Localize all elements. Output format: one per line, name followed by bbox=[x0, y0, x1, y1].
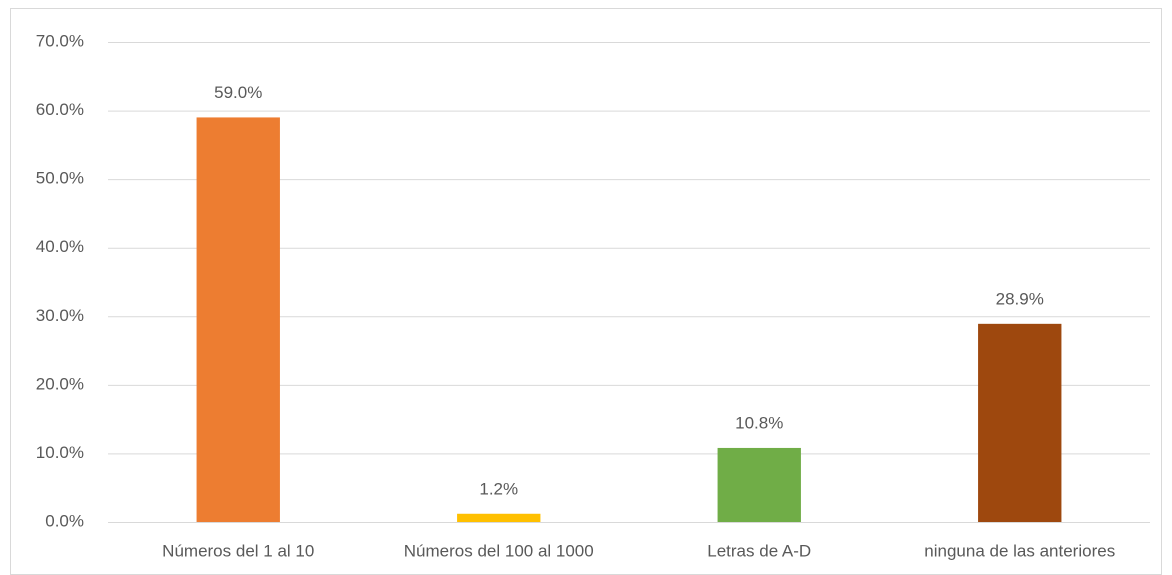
y-tick-label: 10.0% bbox=[36, 443, 84, 462]
data-label: 1.2% bbox=[479, 479, 518, 498]
y-tick-label: 40.0% bbox=[36, 237, 84, 256]
data-label: 10.8% bbox=[735, 413, 783, 432]
bar bbox=[978, 323, 1062, 522]
bar bbox=[457, 513, 541, 522]
x-tick-label: Números del 1 al 10 bbox=[162, 541, 314, 560]
y-tick-label: 0.0% bbox=[45, 511, 84, 530]
y-tick-label: 30.0% bbox=[36, 306, 84, 325]
y-tick-label: 50.0% bbox=[36, 169, 84, 188]
data-label: 59.0% bbox=[214, 83, 262, 102]
x-tick-label: Números del 100 al 1000 bbox=[404, 541, 594, 560]
y-tick-label: 60.0% bbox=[36, 100, 84, 119]
y-tick-label: 20.0% bbox=[36, 374, 84, 393]
y-tick-label: 70.0% bbox=[36, 31, 84, 50]
bar bbox=[717, 447, 801, 522]
x-tick-label: ninguna de las anteriores bbox=[924, 541, 1115, 560]
x-tick-label: Letras de A-D bbox=[707, 541, 811, 560]
data-label: 28.9% bbox=[996, 289, 1044, 308]
bar bbox=[196, 117, 280, 522]
